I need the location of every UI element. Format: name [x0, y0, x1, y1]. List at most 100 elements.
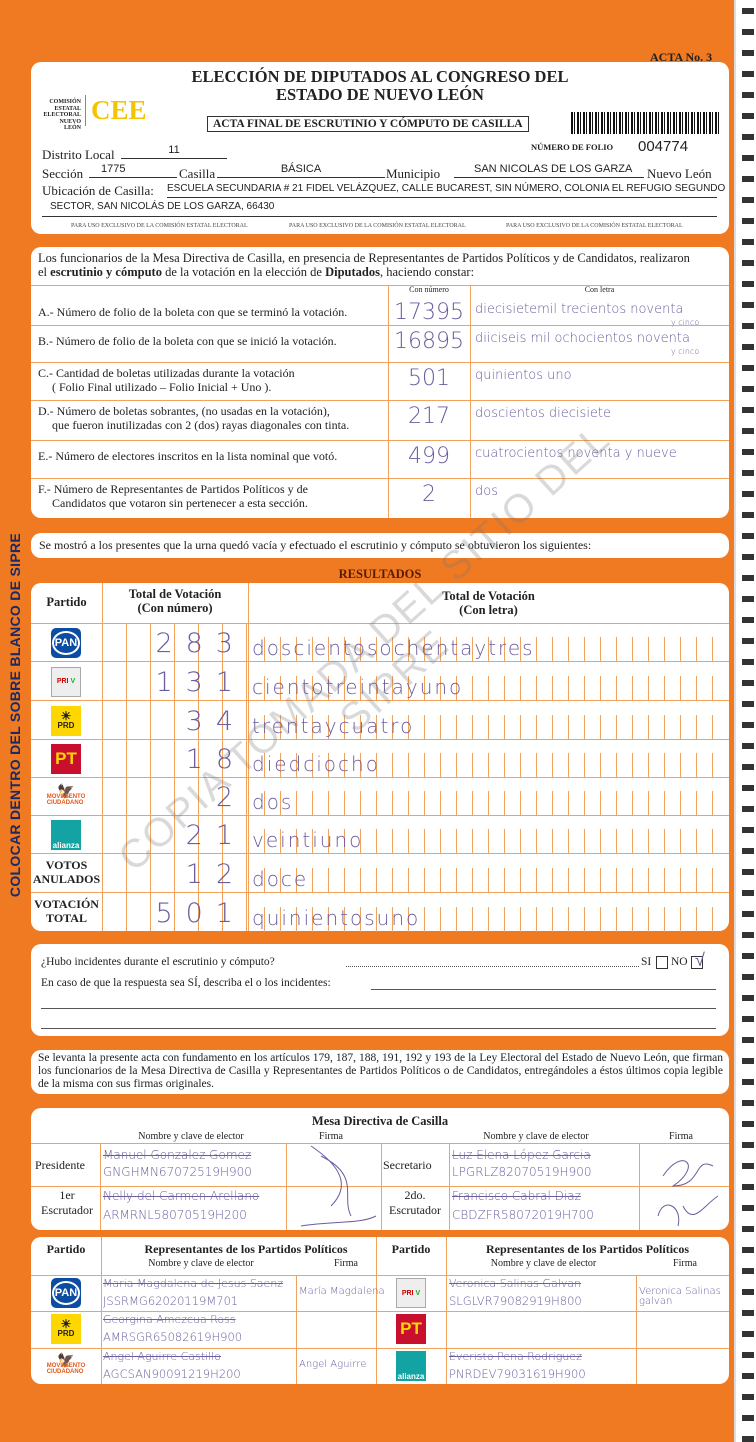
mesa-directiva-panel: Mesa Directiva de Casilla Nombre y clave…: [31, 1108, 729, 1230]
constancia-row-numero[interactable]: 16895: [394, 329, 464, 354]
total-numero[interactable]: 2: [215, 782, 246, 813]
letter-divider: [648, 675, 649, 701]
edge-mark: [742, 1142, 754, 1148]
digit-divider: [246, 854, 247, 892]
total-numero[interactable]: 34: [185, 706, 246, 737]
total-letra[interactable]: cientotreintayuno: [252, 675, 464, 699]
letter-divider: [312, 714, 313, 740]
edge-mark: [742, 134, 754, 140]
letter-divider: [424, 829, 425, 854]
total-letra[interactable]: dos: [252, 790, 294, 814]
letter-divider: [616, 637, 617, 662]
total-letra[interactable]: veintiuno: [252, 828, 364, 852]
edge-mark: [742, 92, 754, 98]
letter-divider: [488, 753, 489, 778]
digit-divider: [198, 624, 199, 661]
row-label: VOTACIÓN TOTAL: [34, 897, 99, 925]
incidentes-line[interactable]: [41, 1008, 716, 1009]
side-instruction: COLOCAR DENTRO DEL SOBRE BLANCO DE SIPRE: [7, 532, 23, 898]
resultados-table: Partido Total de Votación (Con número) To…: [31, 583, 729, 932]
letter-divider: [568, 829, 569, 854]
edge-mark: [742, 113, 754, 119]
constancia-row-letra[interactable]: doscientos diecisiete: [475, 406, 612, 421]
letter-divider: [312, 829, 313, 854]
edge-mark: [742, 1289, 754, 1295]
constancia-row-letra[interactable]: diecisietemil trecientos noventa: [475, 302, 684, 317]
total-numero[interactable]: 18: [185, 744, 246, 775]
letter-divider: [376, 906, 377, 932]
letter-divider: [712, 637, 713, 662]
letter-divider: [344, 829, 345, 854]
constancia-row-numero[interactable]: 17395: [394, 300, 464, 325]
letter-divider: [584, 906, 585, 932]
exclusive-note: PARA USO EXCLUSIVO DE LA COMISIÓN ESTATA…: [71, 223, 248, 229]
total-letra[interactable]: diedciocho: [252, 752, 380, 776]
digit-divider: [198, 662, 199, 700]
total-letra[interactable]: quinientosuno: [252, 906, 421, 930]
digit-divider: [198, 701, 199, 739]
constancia-row-numero[interactable]: 217: [408, 404, 450, 429]
edge-mark: [742, 1184, 754, 1190]
total-letra[interactable]: doce: [252, 867, 309, 891]
constancia-row-letra[interactable]: dos: [475, 484, 498, 499]
letter-divider: [280, 753, 281, 778]
total-letra[interactable]: trentaycuatro: [252, 714, 415, 738]
letter-divider: [680, 829, 681, 854]
rep-party-logo: PAN: [51, 1278, 81, 1308]
letter-divider: [312, 637, 313, 662]
constancia-row-letra[interactable]: cuatrocientos noventa y nueve: [475, 446, 677, 461]
letter-divider: [328, 791, 329, 816]
letter-divider: [632, 637, 633, 662]
legal-panel: Se levanta la presente acta con fundamen…: [31, 1050, 729, 1094]
digit-divider: [198, 893, 199, 931]
total-letra[interactable]: doscientosochentaytres: [252, 636, 535, 660]
total-numero[interactable]: 501: [155, 898, 246, 929]
letter-divider: [280, 906, 281, 932]
constancia-row-numero[interactable]: 501: [408, 366, 450, 391]
constancia-row-letra[interactable]: diiciseis mil ochocientos noventa: [475, 331, 690, 346]
representantes-title: Representantes de los Partidos Políticos: [485, 1242, 690, 1256]
total-numero[interactable]: 21: [185, 820, 246, 851]
secretario-nombre: Luz Elena López Garcia: [452, 1148, 591, 1162]
urna-statement: Se mostró a los presentes que la urna qu…: [39, 538, 592, 552]
incidentes-line[interactable]: [41, 1028, 716, 1029]
total-numero[interactable]: 283: [155, 628, 246, 659]
rep-party-logo: PRI V: [396, 1278, 426, 1308]
constancia-row-numero[interactable]: 499: [408, 444, 450, 469]
letter-divider: [296, 637, 297, 662]
letter-divider: [680, 753, 681, 778]
total-numero[interactable]: 12: [185, 859, 246, 890]
rep-firma: Veronica Salinas galvan: [639, 1286, 721, 1307]
letter-divider: [616, 675, 617, 701]
si-checkbox[interactable]: [656, 956, 668, 969]
incidentes-line[interactable]: [371, 989, 716, 990]
letter-divider: [424, 867, 425, 893]
no-checkbox[interactable]: [691, 956, 703, 969]
letter-divider: [552, 714, 553, 740]
letter-divider: [328, 714, 329, 740]
total-numero[interactable]: 131: [155, 667, 246, 698]
ubicacion-line-2: SECTOR, SAN NICOLÁS DE LOS GARZA, 66430: [42, 201, 717, 217]
constancia-row-letra[interactable]: quinientos uno: [475, 368, 572, 383]
letter-divider: [280, 637, 281, 662]
signature-marks: [300, 1145, 377, 1227]
rep-clave: SLGLVR79082919H800: [449, 1294, 582, 1308]
party-logo-3: PT: [51, 744, 81, 774]
ubicacion-line-1: ESCUELA SECUNDARIA # 21 FIDEL VELÁZQUEZ,…: [167, 183, 725, 198]
letter-divider: [552, 867, 553, 893]
letter-divider: [664, 829, 665, 854]
letter-divider: [408, 637, 409, 662]
letter-divider: [488, 675, 489, 701]
letter-divider: [264, 829, 265, 854]
constancia-row-numero[interactable]: 2: [422, 482, 436, 507]
letter-divider: [344, 753, 345, 778]
municipio-label: Municipio: [386, 166, 441, 181]
letter-divider: [472, 906, 473, 932]
letter-divider: [696, 753, 697, 778]
letter-divider: [696, 714, 697, 740]
digit-divider: [150, 854, 151, 892]
letter-divider: [520, 714, 521, 740]
letter-divider: [408, 714, 409, 740]
col-firma: Firma: [334, 1258, 358, 1269]
letter-divider: [552, 637, 553, 662]
